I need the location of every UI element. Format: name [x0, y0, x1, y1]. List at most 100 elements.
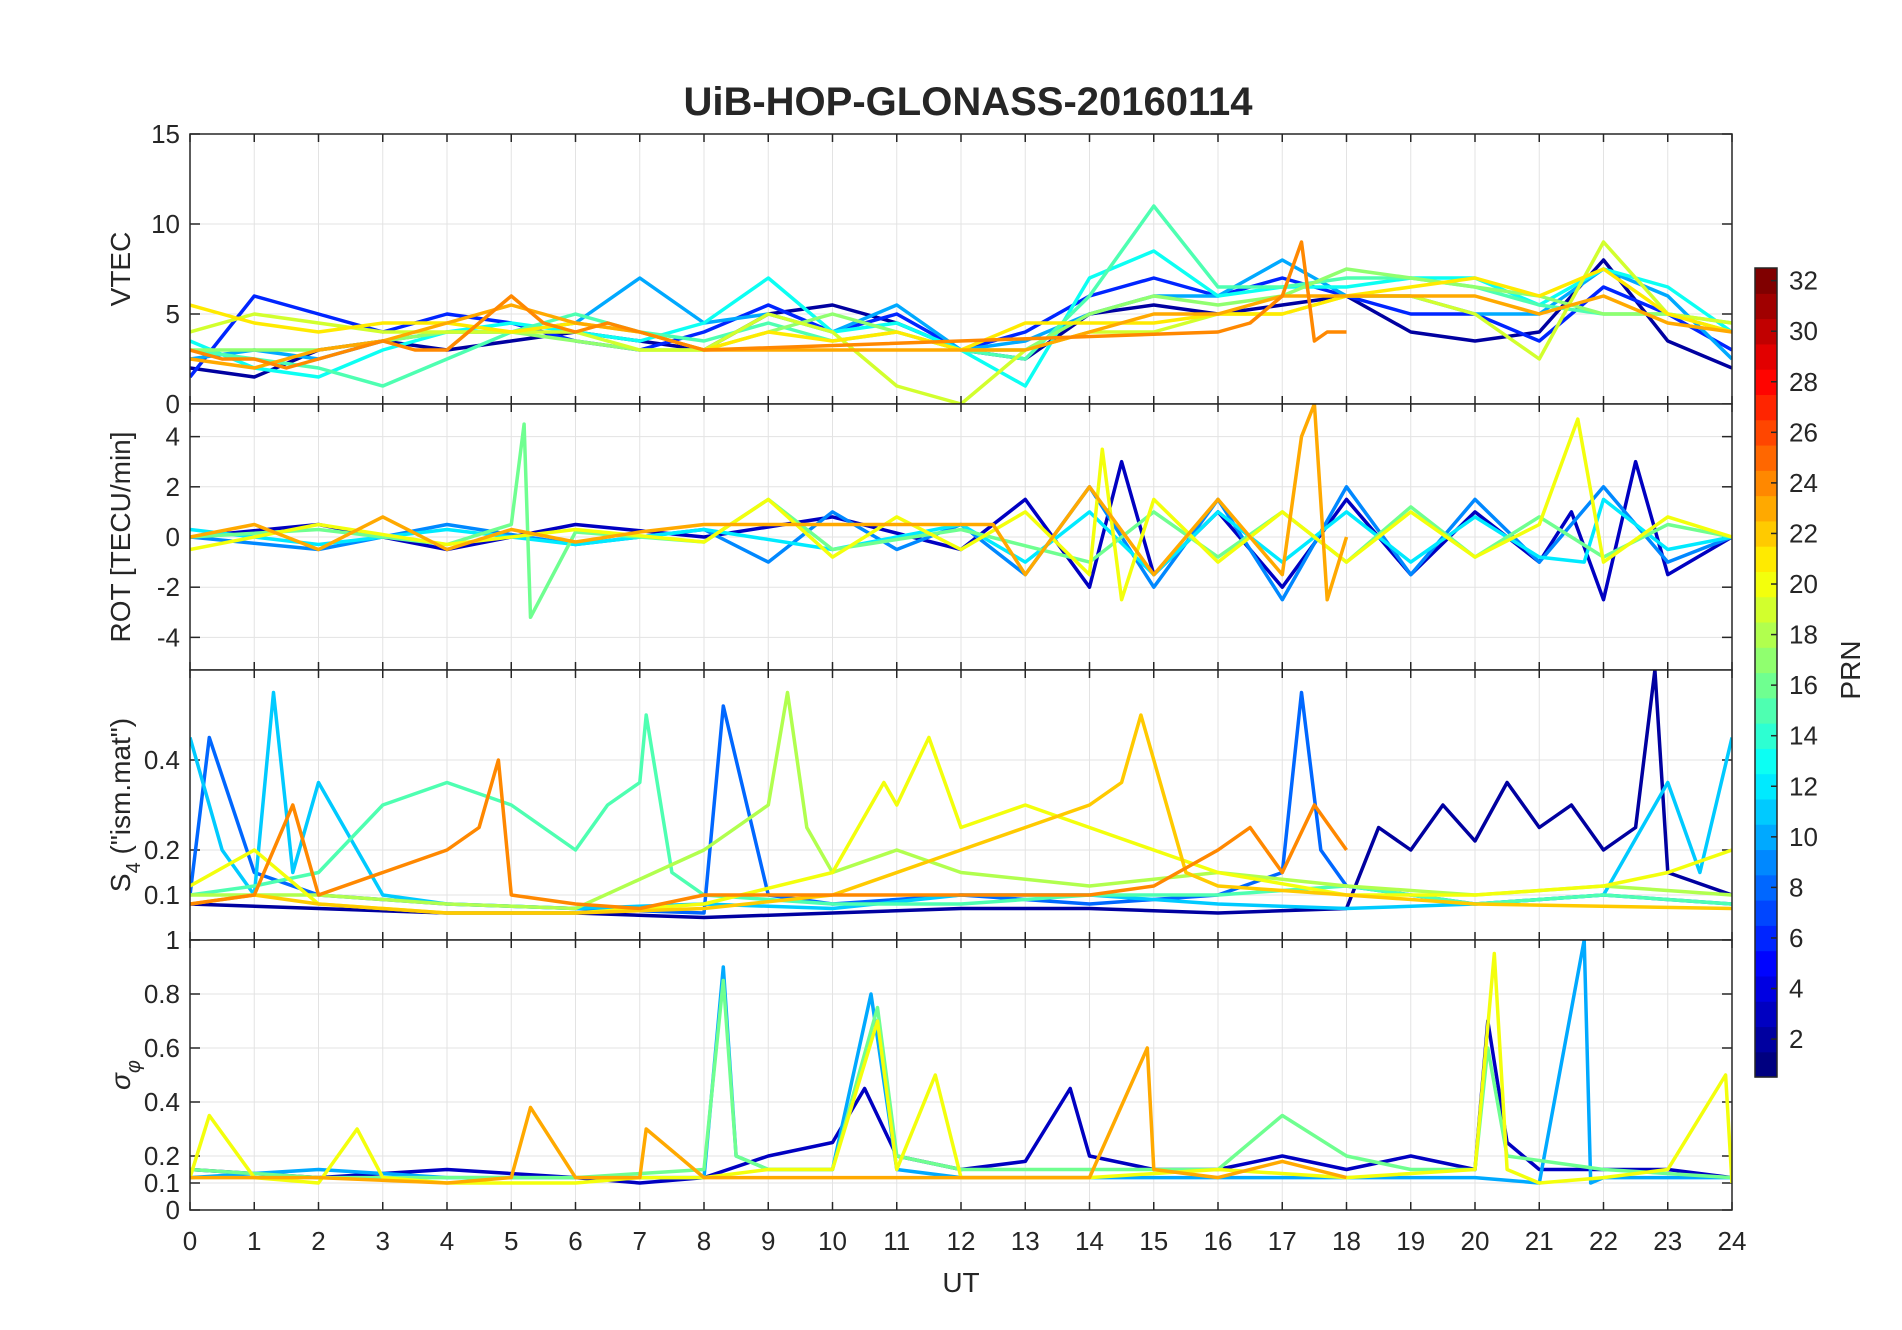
x-tick-label: 19 — [1396, 1226, 1425, 1256]
x-tick-label: 20 — [1461, 1226, 1490, 1256]
y-tick-label: 0.2 — [144, 835, 180, 865]
colorbar-swatch — [1755, 647, 1777, 674]
panel-vtec: 0 5 10 15 VTEC — [105, 119, 1733, 419]
series-line-prn-20 — [190, 951, 1732, 1185]
y-tick-label: 0.6 — [144, 1033, 180, 1063]
chart-title: UiB-HOP-GLONASS-20160114 — [683, 80, 1253, 124]
x-axis: 0 1 2 3 4 5 6 7 8 9 10 11 12 13 14 15 16 17 18 19 20 21 22 23 24 — [183, 1226, 1747, 1256]
x-tick-label: 6 — [568, 1226, 582, 1256]
colorbar-swatch — [1755, 798, 1777, 825]
colorbar-swatch — [1755, 824, 1777, 851]
y-axis-label: σφ — [105, 1060, 145, 1090]
x-tick-label: 7 — [633, 1226, 647, 1256]
panel-rot: -4 -2 0 2 4 ROT [TECU/min] — [105, 403, 1733, 671]
colorbar-swatch — [1755, 975, 1777, 1002]
y-tick-label: 1 — [166, 925, 180, 955]
colorbar-tick-label: 8 — [1789, 872, 1803, 902]
y-tick-label: 0 — [166, 389, 180, 419]
x-tick-label: 24 — [1718, 1226, 1747, 1256]
colorbar-swatch — [1755, 268, 1777, 294]
y-tick-label: 0.4 — [144, 1087, 180, 1117]
y-axis-label-rest: ("ism.mat") — [105, 718, 136, 862]
y-axis-label-subscript: 4 — [123, 862, 145, 873]
panel-frame — [189, 939, 1733, 1211]
x-tick-label: 0 — [183, 1226, 197, 1256]
colorbar-swatch — [1755, 520, 1777, 547]
colorbar-tick-label: 10 — [1789, 822, 1818, 852]
series-line-prn-23 — [190, 294, 1732, 370]
colorbar-swatch — [1755, 621, 1777, 648]
colorbar-tick-label: 6 — [1789, 923, 1803, 953]
series-line-prn-20 — [190, 417, 1732, 602]
x-tick-label: 13 — [1011, 1226, 1040, 1256]
y-tick-label: 10 — [151, 209, 180, 239]
colorbar-tick-label: 12 — [1789, 771, 1818, 801]
colorbar-swatch — [1755, 1051, 1777, 1078]
colorbar-swatch — [1755, 1026, 1777, 1053]
series-line-prn-23 — [190, 404, 1349, 602]
colorbar-swatch — [1755, 293, 1777, 320]
y-tick-label: 0 — [166, 522, 180, 552]
x-tick-label: 14 — [1075, 1226, 1104, 1256]
colorbar-swatch — [1755, 394, 1777, 421]
colorbar-swatch — [1755, 950, 1777, 977]
x-tick-label: 10 — [818, 1226, 847, 1256]
x-tick-label: 11 — [883, 1226, 910, 1256]
colorbar-tick-label: 14 — [1789, 721, 1818, 751]
colorbar-tick-label: 18 — [1789, 620, 1818, 650]
y-tick-label: 2 — [166, 472, 180, 502]
y-axis-label: VTEC — [105, 232, 136, 307]
x-tick-label: 2 — [311, 1226, 325, 1256]
y-axis-label-main: S — [105, 873, 136, 892]
colorbar-swatch — [1755, 925, 1777, 952]
y-axis-label-main: σ — [105, 1072, 136, 1090]
y-tick-label: 0 — [166, 1195, 180, 1225]
y-tick-label: -2 — [157, 572, 180, 602]
colorbar-tick-label: 2 — [1789, 1024, 1803, 1054]
series-group — [190, 670, 1732, 920]
x-tick-label: 9 — [761, 1226, 775, 1256]
colorbar-swatch — [1755, 369, 1777, 396]
colorbar-tick-label: 28 — [1789, 367, 1818, 397]
y-tick-label: 0.1 — [144, 880, 180, 910]
series-line-prn-19 — [190, 240, 1732, 404]
x-tick-label: 16 — [1204, 1226, 1233, 1256]
colorbar-swatch — [1755, 444, 1777, 471]
y-tick-label: 4 — [166, 422, 180, 452]
y-tick-label: 0.8 — [144, 979, 180, 1009]
colorbar-tick-label: 4 — [1789, 974, 1803, 1004]
colorbar-tick-label: 20 — [1789, 569, 1818, 599]
colorbar-swatch — [1755, 672, 1777, 699]
colorbar-swatch — [1755, 1001, 1777, 1028]
y-axis-label: ROT [TECU/min] — [105, 431, 136, 642]
colorbar-swatch — [1755, 849, 1777, 876]
colorbar-swatch — [1755, 571, 1777, 598]
y-tick-label: 0.2 — [144, 1141, 180, 1171]
colorbar-swatch — [1755, 596, 1777, 623]
colorbar-swatch — [1755, 495, 1777, 522]
x-tick-label: 15 — [1139, 1226, 1168, 1256]
colorbar-swatch — [1755, 723, 1777, 749]
colorbar-tick-label: 22 — [1789, 518, 1818, 548]
colorbar-swatch — [1755, 874, 1777, 901]
x-tick-label: 17 — [1268, 1226, 1297, 1256]
x-tick-label: 22 — [1589, 1226, 1618, 1256]
colorbar-tick-label: 32 — [1789, 266, 1818, 296]
colorbar-label: PRN — [1835, 640, 1866, 699]
x-tick-label: 18 — [1332, 1226, 1361, 1256]
series-group — [190, 940, 1732, 1185]
colorbar-frame — [1754, 267, 1778, 1078]
series-group — [190, 404, 1732, 620]
colorbar-swatch — [1755, 470, 1777, 497]
x-tick-label: 8 — [697, 1226, 711, 1256]
y-tick-label: 5 — [166, 299, 180, 329]
y-tick-label: 0.4 — [144, 745, 180, 775]
panel-s4: 0.1 0.2 0.4 S4 ("ism.mat") — [105, 669, 1733, 941]
colorbar-tick-label: 26 — [1789, 417, 1818, 447]
colorbar-tick-label: 30 — [1789, 316, 1818, 346]
colorbar-swatch — [1755, 900, 1777, 926]
y-tick-label: -4 — [157, 622, 180, 652]
